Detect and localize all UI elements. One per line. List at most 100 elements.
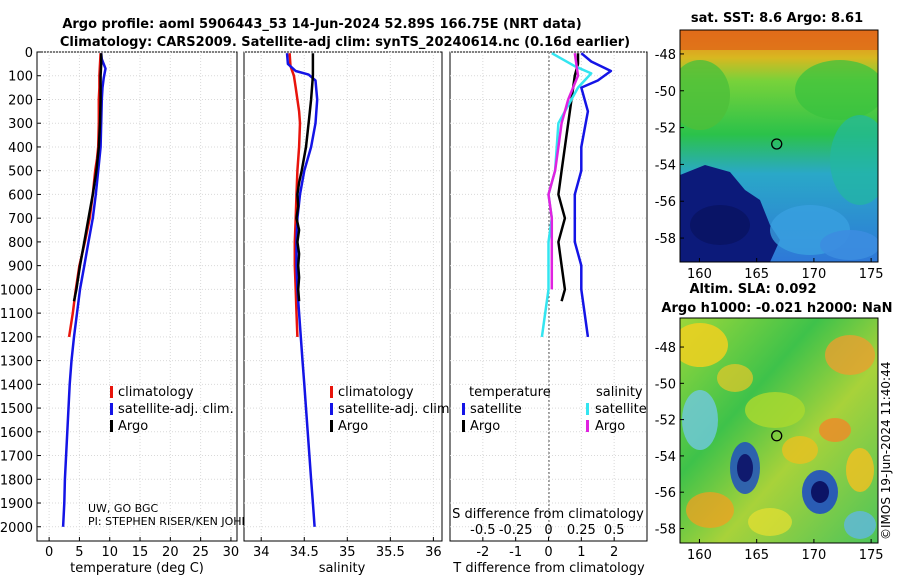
sla-map-yticks: -48 -50 -52 -54 -56 -58 — [655, 341, 684, 537]
map-y-tick-label: -56 — [655, 195, 676, 210]
depth-tick-label: 1900 — [0, 497, 33, 512]
figure-title-line2: Climatology: CARS2009. Satellite-adj cli… — [60, 35, 630, 50]
series-line-satellite-adj-clim- — [61, 53, 107, 527]
map-y-tick-label: -54 — [655, 450, 676, 465]
depth-tick-label: 900 — [8, 260, 33, 275]
temperature-series — [61, 53, 107, 527]
map-x-tick-label: 170 — [801, 548, 826, 563]
depth-tick-label: 500 — [8, 165, 33, 180]
series-line-satellite-adj-clim- — [285, 53, 319, 527]
map-x-tick-label: 165 — [744, 267, 769, 282]
argo-position-marker — [771, 430, 783, 442]
depth-tick-label: 1700 — [0, 450, 33, 465]
x-tick-label: 35.5 — [376, 545, 405, 560]
legend-sal-satellite-swatch — [586, 403, 589, 415]
temperature-legend: climatology satellite-adj. clim. Argo — [110, 385, 234, 434]
secondary-x-tick-label: 0 — [544, 523, 552, 538]
legend-argo-swatch — [110, 420, 113, 432]
depth-tick-label: 0 — [25, 46, 33, 61]
legend-climatology-swatch — [330, 386, 333, 398]
depth-tick-label: 100 — [8, 70, 33, 85]
depth-tick-label: 400 — [8, 141, 33, 156]
sla-map: Altim. SLA: 0.092 Argo h1000: -0.021 h20… — [655, 282, 893, 563]
argo-position-marker — [771, 138, 783, 150]
legend-climatology-label: climatology — [338, 385, 414, 400]
legend-temperature-title: temperature — [469, 385, 551, 400]
sla-map-title-line1: Altim. SLA: 0.092 — [690, 282, 817, 297]
salinity-legend: climatology satellite-adj. clim. Argo — [330, 385, 454, 434]
map-x-tick-label: 175 — [859, 548, 884, 563]
depth-tick-label: 1500 — [0, 402, 33, 417]
map-y-tick-label: -54 — [655, 158, 676, 173]
credit-line1: UW, GO BGC — [88, 502, 158, 515]
depth-tick-label: 1400 — [0, 378, 33, 393]
salinity-grid — [244, 51, 442, 541]
x-tick-label: -2 — [476, 545, 489, 560]
legend-argo-label: Argo — [338, 419, 368, 434]
x-tick-label: 30 — [223, 545, 240, 560]
difference-legend: temperature satellite Argo salinity sate… — [462, 385, 647, 434]
x-tick-label: 5 — [75, 545, 83, 560]
map-x-tick-label: 160 — [687, 548, 712, 563]
x-tick-label: 20 — [162, 545, 179, 560]
salinity-series — [285, 53, 319, 527]
difference-ticks: -2 -1 0 1 2 — [476, 537, 618, 560]
sst-map-yticks: -48 -50 -52 -54 -56 -58 — [655, 48, 684, 247]
map-y-tick-label: -52 — [655, 414, 676, 429]
legend-salinity-title: salinity — [596, 385, 643, 400]
legend-climatology-label: climatology — [118, 385, 194, 400]
legend-sal-argo-swatch — [586, 420, 589, 432]
temperature-ticks: 0 5 10 15 20 25 30 — [45, 537, 239, 560]
difference-xlabel: T difference from climatology — [452, 561, 645, 576]
map-y-tick-label: -50 — [655, 377, 676, 392]
depth-tick-label: 800 — [8, 236, 33, 251]
figure-title-line1: Argo profile: aoml 5906443_53 14-Jun-202… — [62, 17, 581, 32]
salinity-xlabel: salinity — [319, 561, 366, 576]
x-tick-label: 1 — [577, 545, 585, 560]
difference-series — [540, 52, 613, 338]
sst-map-xticks: 160 165 170 175 — [687, 258, 884, 282]
temperature-panel: 0 5 10 15 20 25 30 0 100 200 300 400 500 600 700 800 90… — [0, 46, 250, 576]
series-line-temperature-argo — [557, 53, 580, 302]
x-tick-label: 35 — [339, 545, 356, 560]
salinity-difference-ticks: -0.5 -0.25 0 0.25 0.5 — [470, 523, 624, 538]
map-x-tick-label: 160 — [687, 267, 712, 282]
credit-line2: PI: STEPHEN RISER/KEN JOHN — [88, 515, 250, 528]
legend-argo-label: Argo — [118, 419, 148, 434]
depth-axis-ticks: 0 100 200 300 400 500 600 700 800 900 1000 1100 1200… — [0, 46, 41, 536]
temperature-grid — [37, 51, 237, 541]
map-x-tick-label: 170 — [801, 267, 826, 282]
depth-tick-label: 1600 — [0, 426, 33, 441]
legend-climatology-swatch — [110, 386, 113, 398]
difference-panel: -2 -1 0 1 2 -0.5 -0.25 0 0.25 0.5 S difference f… — [449, 51, 648, 576]
legend-temp-argo-swatch — [462, 420, 465, 432]
map-y-tick-label: -48 — [655, 48, 676, 63]
legend-sal-satellite-label: satellite — [595, 402, 647, 417]
sst-map: sat. SST: 8.6 Argo: 8.61 160 165 170 175 -4… — [655, 11, 884, 282]
sst-map-title: sat. SST: 8.6 Argo: 8.61 — [691, 11, 863, 26]
map-x-tick-label: 165 — [744, 548, 769, 563]
legend-argo-swatch — [330, 420, 333, 432]
map-y-tick-label: -58 — [655, 522, 676, 537]
map-x-tick-label: 175 — [859, 267, 884, 282]
secondary-x-tick-label: -0.25 — [499, 523, 533, 538]
salinity-panel: 34 34.5 35 35.5 36 salinity climatology sate… — [243, 51, 454, 576]
series-line-climatology — [288, 53, 302, 337]
map-y-tick-label: -48 — [655, 341, 676, 356]
secondary-x-tick-label: -0.5 — [470, 523, 495, 538]
depth-tick-label: 1200 — [0, 331, 33, 346]
depth-tick-label: 1800 — [0, 473, 33, 488]
sla-map-xticks: 160 165 170 175 — [687, 539, 884, 563]
legend-satellite-swatch — [330, 403, 333, 415]
map-y-tick-label: -50 — [655, 85, 676, 100]
sla-map-title-line2: Argo h1000: -0.021 h2000: NaN — [661, 301, 892, 316]
salinity-ticks: 34 34.5 35 35.5 36 — [253, 537, 442, 560]
legend-sal-argo-label: Argo — [595, 419, 625, 434]
legend-temp-satellite-label: satellite — [470, 402, 522, 417]
map-y-tick-label: -58 — [655, 232, 676, 247]
x-tick-label: 36 — [425, 545, 442, 560]
secondary-x-tick-label: 0.25 — [567, 523, 596, 538]
difference-top-title: S difference from climatology — [452, 507, 644, 522]
x-tick-label: 34 — [253, 545, 270, 560]
